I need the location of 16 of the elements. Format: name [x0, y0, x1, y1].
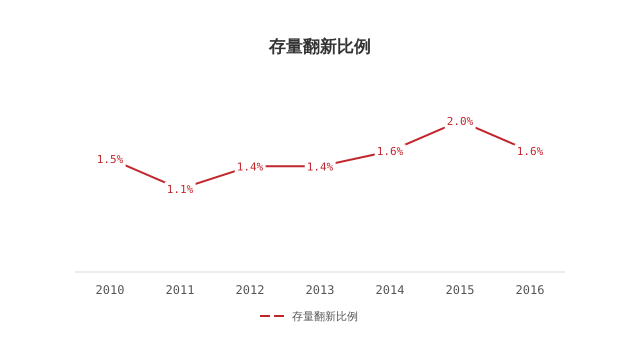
- x-tick-label: 2010: [96, 283, 124, 297]
- x-tick-label: 2013: [306, 283, 334, 297]
- x-tick-label: 2011: [166, 283, 194, 297]
- x-tick-label: 2014: [376, 283, 404, 297]
- x-tick-label: 2012: [236, 283, 264, 297]
- data-label: 1.5%: [96, 152, 124, 166]
- data-label: 1.4%: [236, 160, 264, 174]
- data-label: 1.4%: [306, 160, 334, 174]
- chart-title: 存量翻新比例: [268, 37, 371, 56]
- data-label: 2.0%: [446, 115, 474, 128]
- legend-label: 存量翻新比例: [292, 310, 358, 323]
- data-label: 1.6%: [516, 145, 544, 158]
- data-label: 1.6%: [376, 145, 404, 158]
- x-tick-label: 2015: [446, 283, 474, 297]
- x-tick-label: 2016: [516, 283, 544, 297]
- data-label: 1.1%: [166, 182, 194, 196]
